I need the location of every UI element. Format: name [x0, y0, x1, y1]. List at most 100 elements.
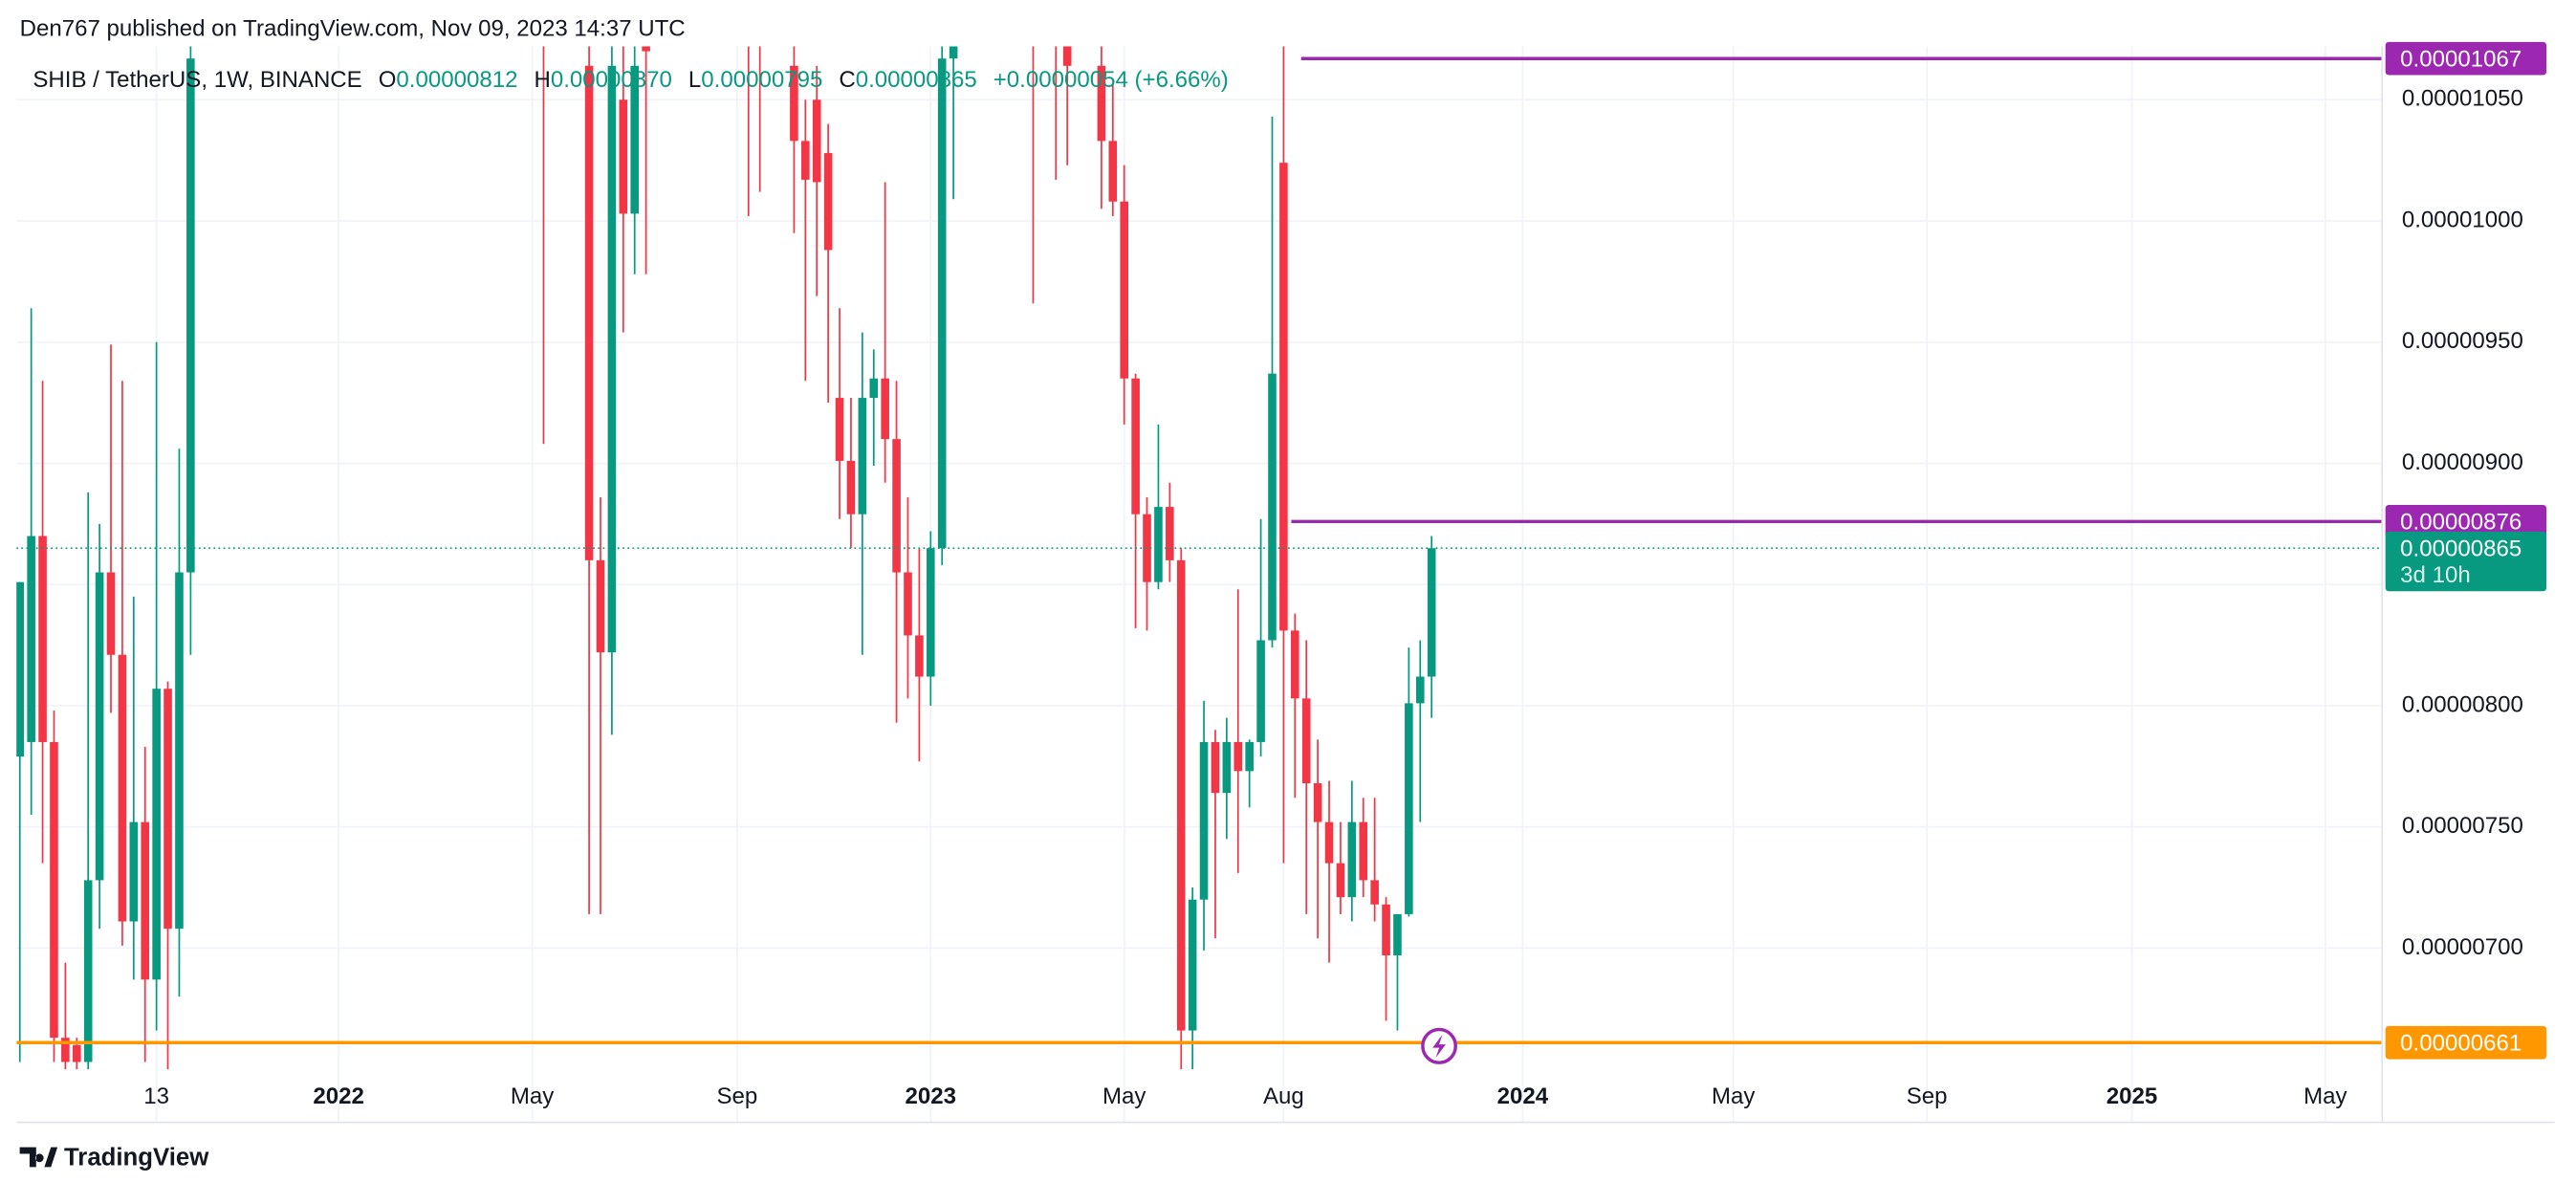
candle-body: [1176, 559, 1186, 1031]
candle-body: [152, 689, 161, 980]
brand-mark[interactable]: [19, 1147, 58, 1168]
candle-body: [1347, 821, 1357, 898]
x-tick-label: May: [1102, 1084, 1146, 1109]
candle-body: [1233, 741, 1243, 772]
last-price-label: 0.00000865: [2400, 536, 2521, 561]
candle-body: [1222, 741, 1232, 794]
x-tick-label: Aug: [1263, 1084, 1304, 1109]
level-label-box: [2385, 41, 2547, 76]
candle-body: [1211, 741, 1220, 794]
x-tick-label: 2023: [906, 1084, 957, 1109]
candle-body: [27, 536, 35, 742]
candle-body: [1301, 698, 1311, 784]
candle-body: [1324, 821, 1334, 864]
publisher-line: Den767 published on TradingView.com, Nov…: [20, 16, 686, 42]
candle-body: [584, 65, 594, 560]
candle-body: [175, 572, 184, 930]
candle-body: [1382, 904, 1390, 955]
x-tick-label: Sep: [716, 1084, 757, 1109]
candle-body: [835, 398, 844, 461]
candle-body: [926, 548, 935, 677]
y-tick-label: 0.00000950: [2402, 328, 2523, 354]
candle-body: [1062, 46, 1072, 66]
candle-body: [949, 46, 958, 59]
legend-l-label: L: [688, 67, 701, 93]
candle-body: [50, 741, 58, 1039]
brand-name[interactable]: TradingView: [64, 1145, 209, 1171]
candle-body: [1268, 373, 1277, 641]
candle-body: [1393, 913, 1402, 955]
level-label-box: [2385, 504, 2547, 538]
candle-body: [607, 65, 617, 653]
candle-body: [164, 689, 172, 930]
last-price-box: [2385, 531, 2547, 592]
candle-body: [1415, 676, 1425, 704]
alert-bolt[interactable]: [1432, 1034, 1446, 1058]
candle-body: [1199, 741, 1209, 900]
candle-body: [1131, 378, 1140, 514]
candle-body: [892, 439, 901, 573]
candle-body: [106, 572, 116, 655]
candle-body: [1427, 548, 1436, 677]
legend-symbol: SHIB / TetherUS, 1W, BINANCE: [33, 67, 361, 93]
countdown-label: 3d 10h: [2400, 562, 2471, 588]
x-tick-label: May: [1712, 1084, 1756, 1109]
candle-body: [186, 58, 195, 573]
legend-h: 0.00000870: [551, 67, 672, 93]
legend-change: +0.00000054 (+6.66%): [993, 67, 1229, 93]
candle-body: [630, 65, 640, 214]
candle-body: [596, 559, 605, 653]
y-tick-label: 0.00001000: [2402, 207, 2523, 232]
level-label: 0.00000876: [2400, 509, 2521, 535]
alert-icon[interactable]: [1421, 1027, 1457, 1064]
candle-body: [1108, 141, 1118, 202]
candle-body: [118, 654, 127, 922]
candle-body: [129, 821, 139, 922]
candle-body: [1245, 741, 1254, 772]
candle-body: [1166, 507, 1174, 560]
legend-o: 0.00000812: [396, 67, 517, 93]
level-label-box: [2385, 1025, 2547, 1060]
candle-body: [642, 46, 650, 52]
x-tick-label: May: [2303, 1084, 2347, 1109]
candle-body: [937, 58, 947, 549]
candle-body: [1405, 703, 1413, 914]
legend-l: 0.00000795: [701, 67, 822, 93]
x-tick-label: 2024: [1497, 1084, 1549, 1109]
plot-area: [16, 46, 2383, 1070]
candle-body: [61, 1038, 70, 1062]
level-label: 0.00000661: [2400, 1030, 2521, 1056]
x-tick-label: May: [511, 1084, 555, 1109]
candle-body: [1291, 630, 1299, 699]
candle-body: [881, 378, 889, 440]
brand-logo[interactable]: TradingView: [19, 1145, 210, 1171]
candle-body: [1143, 514, 1151, 582]
candle-body: [904, 572, 912, 636]
candle-body: [1256, 640, 1265, 742]
candle-body: [846, 460, 856, 514]
candle-body: [72, 1044, 81, 1062]
candle-body: [790, 65, 798, 142]
candle-body: [1154, 507, 1163, 582]
candle-body: [869, 378, 879, 399]
candle-body: [915, 635, 924, 677]
candle-body: [16, 581, 25, 757]
legend-c: 0.00000865: [856, 67, 977, 93]
y-tick-label: 0.00000700: [2402, 934, 2523, 960]
candle-body: [1120, 201, 1129, 379]
candle-body: [1313, 783, 1322, 822]
candle-body: [1097, 65, 1106, 142]
x-tick-label: Sep: [1907, 1084, 1948, 1109]
candle-body: [95, 572, 104, 881]
candle-body: [141, 821, 150, 980]
candle-body: [1370, 880, 1379, 905]
x-tick-label: 2022: [313, 1084, 364, 1109]
candle-body: [38, 536, 47, 742]
legend-c-label: C: [839, 67, 855, 93]
y-tick-label: 0.00000800: [2402, 691, 2523, 717]
y-tick-label: 0.00000750: [2402, 813, 2523, 839]
candle-body: [858, 398, 867, 514]
candle-body: [1188, 899, 1197, 1031]
